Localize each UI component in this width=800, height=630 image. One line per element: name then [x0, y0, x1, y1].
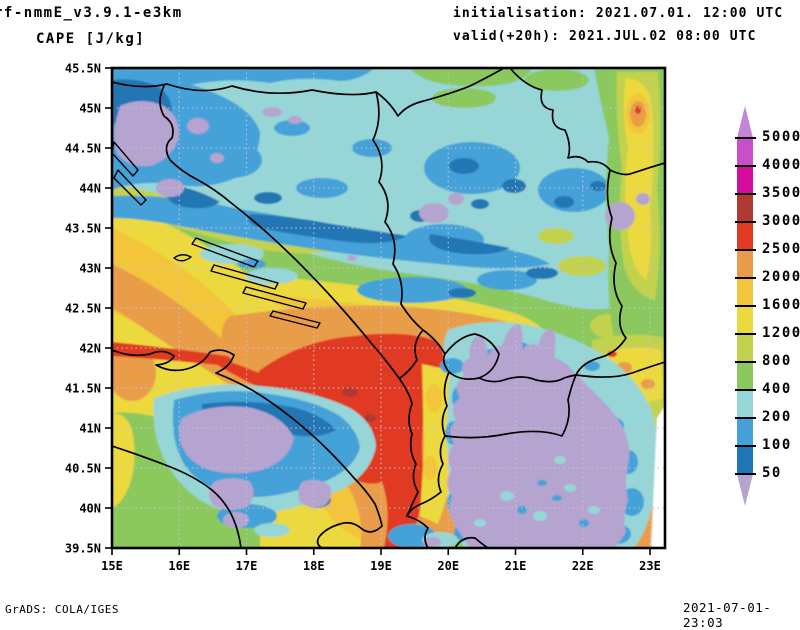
- colorbar-level-label: 200: [762, 409, 792, 425]
- x-tick-label: 20E: [437, 559, 459, 573]
- colorbar-level-label: 3500: [762, 185, 800, 201]
- colorbar-level-label: 1200: [762, 325, 800, 341]
- colorbar-level-label: 50: [762, 465, 782, 481]
- colorbar-level-label: 2000: [762, 269, 800, 285]
- model-title: rf-nmmE_v3.9.1-e3km: [0, 5, 183, 21]
- colorbar-tick: [735, 473, 756, 475]
- colorbar-band: [737, 418, 753, 446]
- y-tick-label: 42.5N: [65, 302, 101, 316]
- variable-title: CAPE [J/kg]: [36, 31, 146, 47]
- colorbar-band: [737, 306, 753, 334]
- colorbar-tick: [735, 277, 756, 279]
- y-axis-labels: 45.5N 45N 44.5N 44N 43.5N 43N 42.5N 42N 41.5N 41N…: [65, 62, 101, 556]
- colorbar-lower-arrow: [737, 474, 753, 506]
- y-tick-label: 45N: [79, 102, 101, 116]
- colorbar-tick: [735, 389, 756, 391]
- x-tick-label: 18E: [303, 559, 325, 573]
- colorbar-band: [737, 334, 753, 362]
- y-tick-label: 40.5N: [65, 462, 101, 476]
- y-tick-label: 44N: [79, 182, 101, 196]
- grads-credit: GrADS: COLA/IGES: [5, 603, 119, 616]
- x-tick-label: 16E: [168, 559, 190, 573]
- colorbar-tick: [735, 417, 756, 419]
- y-tick-label: 43.5N: [65, 222, 101, 236]
- y-tick-label: 42N: [79, 342, 101, 356]
- axis-ticks: [105, 67, 651, 555]
- colorbar-tick: [735, 361, 756, 363]
- colorbar-band: [737, 250, 753, 278]
- x-tick-label: 19E: [370, 559, 392, 573]
- cape-colorbar: 5000 4000 3500 3000 2500 2000 1600 1200 800 400 20…: [735, 106, 800, 516]
- valid-time-label: valid(+20h): 2021.JUL.02 08:00 UTC: [453, 29, 757, 44]
- colorbar-band: [737, 390, 753, 418]
- creation-timestamp: 2021-07-01-23:03: [683, 600, 772, 630]
- x-tick-label: 22E: [572, 559, 594, 573]
- colorbar-upper-arrow: [737, 106, 753, 138]
- x-tick-label: 15E: [101, 559, 123, 573]
- colorbar-level-label: 1600: [762, 297, 800, 313]
- y-tick-label: 44.5N: [65, 142, 101, 156]
- x-tick-label: 21E: [505, 559, 527, 573]
- y-tick-label: 43N: [79, 262, 101, 276]
- colorbar-band: [737, 222, 753, 250]
- colorbar-tick: [735, 305, 756, 307]
- colorbar-band: [737, 278, 753, 306]
- x-axis-labels: 15E 16E 17E 18E 19E 20E 21E 22E 23E: [101, 559, 661, 573]
- map-gridlines: [112, 68, 665, 548]
- y-tick-label: 41.5N: [65, 382, 101, 396]
- y-tick-label: 41N: [79, 422, 101, 436]
- colorbar-tick: [735, 445, 756, 447]
- colorbar-band: [737, 362, 753, 390]
- colorbar-tick: [735, 137, 756, 139]
- colorbar-level-label: 3000: [762, 213, 800, 229]
- map-borders: [112, 68, 665, 548]
- colorbar-level-label: 800: [762, 353, 792, 369]
- colorbar-level-label: 100: [762, 437, 792, 453]
- colorbar-level-label: 400: [762, 381, 792, 397]
- y-tick-label: 40N: [79, 502, 101, 516]
- initialisation-label: initialisation: 2021.07.01. 12:00 UTC: [453, 6, 784, 21]
- colorbar-tick: [735, 249, 756, 251]
- colorbar-tick: [735, 333, 756, 335]
- colorbar-band: [737, 138, 753, 166]
- x-tick-label: 17E: [236, 559, 258, 573]
- colorbar-band: [737, 166, 753, 194]
- colorbar-tick: [735, 165, 756, 167]
- y-tick-label: 39.5N: [65, 542, 101, 556]
- colorbar-band: [737, 194, 753, 222]
- x-tick-label: 23E: [639, 559, 661, 573]
- colorbar-tick: [735, 221, 756, 223]
- colorbar-band: [737, 446, 753, 474]
- colorbar-level-label: 4000: [762, 157, 800, 173]
- colorbar-level-label: 5000: [762, 129, 800, 145]
- colorbar-tick: [735, 193, 756, 195]
- y-tick-label: 45.5N: [65, 62, 101, 76]
- colorbar-level-label: 2500: [762, 241, 800, 257]
